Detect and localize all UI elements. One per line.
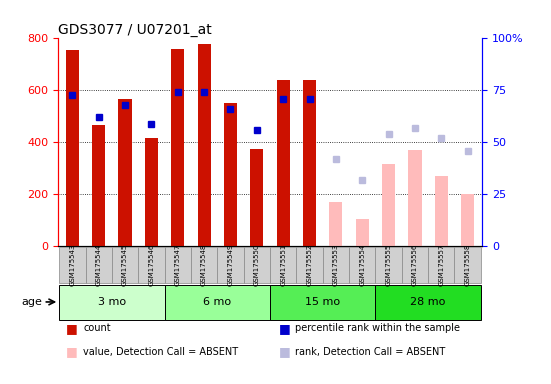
Text: GSM175555: GSM175555 — [386, 244, 392, 286]
FancyBboxPatch shape — [349, 247, 375, 283]
FancyBboxPatch shape — [375, 285, 481, 320]
Text: GSM175553: GSM175553 — [333, 244, 339, 286]
FancyBboxPatch shape — [165, 285, 270, 320]
Text: GSM175547: GSM175547 — [175, 244, 181, 286]
Bar — [435, 176, 448, 246]
Text: 15 mo: 15 mo — [305, 297, 341, 307]
Text: age: age — [21, 297, 42, 307]
FancyBboxPatch shape — [191, 247, 217, 283]
FancyBboxPatch shape — [85, 247, 112, 283]
FancyBboxPatch shape — [270, 285, 375, 320]
Text: GSM175544: GSM175544 — [96, 244, 102, 286]
FancyBboxPatch shape — [270, 247, 296, 283]
Bar — [382, 164, 395, 246]
FancyBboxPatch shape — [428, 247, 455, 283]
Text: GSM175546: GSM175546 — [148, 244, 154, 286]
FancyBboxPatch shape — [59, 285, 165, 320]
FancyBboxPatch shape — [375, 247, 402, 283]
Text: GSM175551: GSM175551 — [280, 244, 286, 286]
Text: GSM175554: GSM175554 — [359, 244, 365, 286]
FancyBboxPatch shape — [455, 247, 481, 283]
FancyBboxPatch shape — [296, 247, 323, 283]
Bar — [118, 99, 132, 246]
Bar — [66, 50, 79, 246]
FancyBboxPatch shape — [402, 247, 428, 283]
Text: GSM175545: GSM175545 — [122, 244, 128, 286]
Text: value, Detection Call = ABSENT: value, Detection Call = ABSENT — [83, 347, 239, 357]
Text: 28 mo: 28 mo — [410, 297, 446, 307]
FancyBboxPatch shape — [138, 247, 165, 283]
Text: 3 mo: 3 mo — [98, 297, 126, 307]
Text: GSM175552: GSM175552 — [306, 244, 312, 286]
Text: rank, Detection Call = ABSENT: rank, Detection Call = ABSENT — [295, 347, 446, 357]
Text: GSM175557: GSM175557 — [438, 244, 444, 286]
Text: GSM175550: GSM175550 — [254, 244, 260, 286]
Text: GSM175543: GSM175543 — [69, 244, 75, 286]
Text: 6 mo: 6 mo — [203, 297, 231, 307]
FancyBboxPatch shape — [165, 247, 191, 283]
Text: GSM175556: GSM175556 — [412, 244, 418, 286]
Bar — [408, 150, 422, 246]
Text: ■: ■ — [66, 322, 78, 335]
Text: count: count — [83, 323, 111, 333]
Bar — [461, 194, 474, 246]
Text: GDS3077 / U07201_at: GDS3077 / U07201_at — [58, 23, 212, 37]
FancyBboxPatch shape — [323, 247, 349, 283]
Bar — [329, 202, 343, 246]
Bar — [250, 149, 263, 246]
Bar — [145, 139, 158, 246]
FancyBboxPatch shape — [59, 247, 85, 283]
Bar — [355, 219, 369, 246]
Bar — [303, 80, 316, 246]
Bar — [277, 80, 290, 246]
Bar — [224, 103, 237, 246]
Text: ■: ■ — [66, 345, 78, 358]
Text: GSM175558: GSM175558 — [464, 244, 471, 286]
FancyBboxPatch shape — [244, 247, 270, 283]
FancyBboxPatch shape — [112, 247, 138, 283]
FancyBboxPatch shape — [217, 247, 244, 283]
Text: GSM175549: GSM175549 — [228, 244, 234, 286]
Bar — [197, 44, 210, 246]
Text: ■: ■ — [278, 322, 290, 335]
Bar — [92, 126, 105, 246]
Text: ■: ■ — [278, 345, 290, 358]
Text: percentile rank within the sample: percentile rank within the sample — [295, 323, 461, 333]
Text: GSM175548: GSM175548 — [201, 244, 207, 286]
Bar — [171, 49, 185, 246]
